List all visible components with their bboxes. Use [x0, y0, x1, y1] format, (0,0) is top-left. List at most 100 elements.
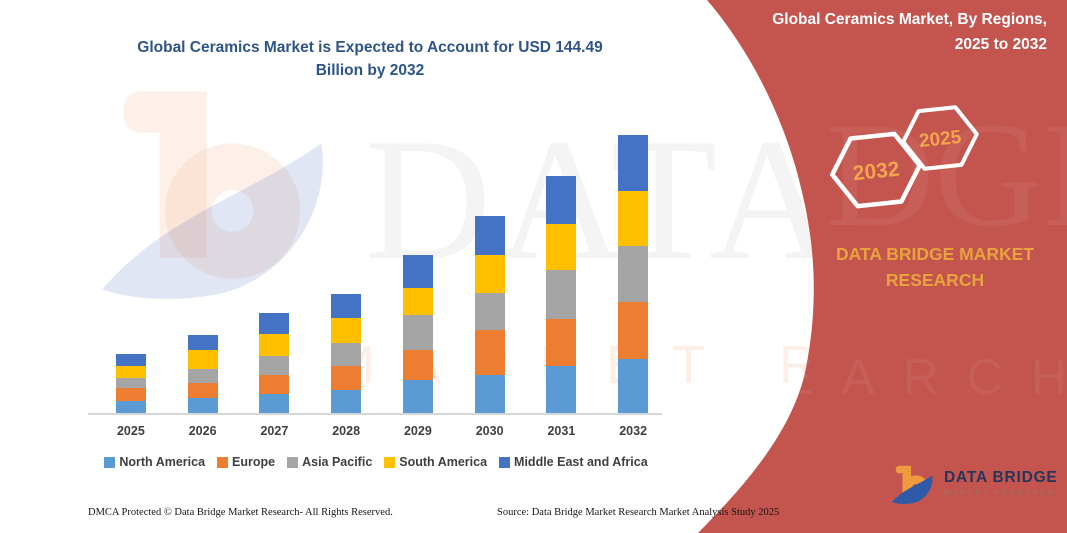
stacked-bar-2026: [187, 335, 218, 413]
bar-segment-2032-europe: [618, 301, 649, 360]
legend-label-asia-pacific: Asia Pacific: [302, 455, 373, 469]
bar-segment-2030-middle-east-and-africa: [474, 215, 505, 255]
bar-columns: [95, 133, 669, 413]
bar-column-2026: [167, 133, 239, 413]
stacked-bar-2027: [259, 312, 290, 413]
bar-segment-2028-asia-pacific: [331, 342, 362, 366]
bar-segment-2028-north-america: [331, 389, 362, 413]
bar-segment-2026-north-america: [187, 397, 218, 413]
bar-segment-2026-asia-pacific: [187, 368, 218, 384]
sidebar-title-line-2: 2025 to 2032: [954, 35, 1047, 53]
bar-segment-2027-north-america: [259, 393, 290, 413]
bar-segment-2027-europe: [259, 374, 290, 394]
bar-segment-2027-middle-east-and-africa: [259, 312, 290, 334]
year-badges: 2032 2025: [829, 105, 979, 209]
legend-marker-asia-pacific: [287, 456, 299, 468]
legend-item-middle-east-and-africa: Middle East and Africa: [499, 455, 648, 469]
x-axis-label-2030: 2030: [475, 424, 504, 438]
legend-label-north-america: North America: [119, 455, 206, 469]
chart-title-line-2: Billion by 2032: [315, 62, 425, 80]
bar-column-2027: [239, 133, 311, 413]
footer-copyright: DMCA Protected © Data Bridge Market Rese…: [88, 507, 393, 518]
company-logo-icon: [891, 465, 933, 504]
bar-segment-2031-asia-pacific: [546, 270, 577, 319]
bar-segment-2032-north-america: [618, 359, 649, 413]
bar-segment-2031-middle-east-and-africa: [546, 175, 577, 225]
bar-segment-2029-middle-east-and-africa: [402, 255, 433, 288]
x-axis-label-2027: 2027: [260, 424, 289, 438]
badge-2032-label: 2032: [852, 158, 901, 186]
x-axis-labels: 2025 2026 2027 2028 2029 2030 2031 2032: [95, 424, 669, 438]
bar-segment-2031-south-america: [546, 224, 577, 271]
stacked-bar-2031: [546, 175, 577, 413]
stacked-bar-2028: [331, 293, 362, 413]
sidebar-title-line-1: Global Ceramics Market, By Regions,: [772, 11, 1047, 28]
legend-item-europe: Europe: [217, 455, 275, 469]
bar-segment-2025-middle-east-and-africa: [115, 354, 146, 367]
stacked-bar-2025: [115, 354, 146, 413]
legend-marker-europe: [217, 456, 229, 468]
bar-segment-2028-south-america: [331, 317, 362, 343]
bar-segment-2030-south-america: [474, 254, 505, 294]
stacked-bar-2030: [474, 215, 505, 413]
bar-segment-2025-asia-pacific: [115, 377, 146, 388]
x-axis-label-2028: 2028: [332, 424, 361, 438]
bar-column-2031: [526, 133, 598, 413]
badge-2025-label: 2025: [918, 127, 963, 152]
bar-column-2029: [382, 133, 454, 413]
chart-title-line-1: Global Ceramics Market is Expected to Ac…: [137, 39, 603, 56]
x-axis-label-2032: 2032: [619, 424, 648, 438]
bar-segment-2025-europe: [115, 387, 146, 402]
bar-column-2025: [95, 133, 167, 413]
bar-segment-2025-north-america: [115, 401, 146, 413]
sidebar-brand-line-2: RESEARCH: [885, 270, 985, 291]
bar-column-2030: [454, 133, 526, 413]
bar-segment-2030-asia-pacific: [474, 293, 505, 330]
bar-segment-2032-south-america: [618, 190, 649, 246]
legend-item-asia-pacific: Asia Pacific: [287, 455, 372, 469]
company-logo-wordmark: DATA BRIDGE MARKET RESEARCH: [944, 469, 1058, 497]
legend-label-middle-east-and-africa: Middle East and Africa: [514, 455, 648, 469]
bar-segment-2026-middle-east-and-africa: [187, 335, 218, 351]
stacked-bar-2032: [618, 134, 649, 413]
bar-segment-2029-europe: [402, 349, 433, 380]
legend-label-europe: Europe: [232, 455, 276, 469]
hexagon-badge-2032: 2032: [829, 131, 923, 209]
bar-column-2032: [597, 133, 669, 413]
x-axis-label-2029: 2029: [403, 424, 432, 438]
hexagon-badge-2025: 2025: [901, 105, 979, 171]
chart-legend: North America Europe Asia Pacific South Ame…: [85, 455, 667, 469]
stacked-bar-2029: [402, 255, 433, 413]
legend-marker-south-america: [384, 456, 396, 468]
bar-segment-2029-south-america: [402, 287, 433, 315]
chart-title: Global Ceramics Market is Expected to Ac…: [100, 36, 640, 83]
legend-marker-middle-east-and-africa: [499, 456, 511, 468]
bar-segment-2029-asia-pacific: [402, 314, 433, 350]
bar-segment-2029-north-america: [402, 379, 433, 413]
bar-segment-2030-north-america: [474, 374, 505, 413]
x-axis-line: [88, 413, 662, 415]
bar-segment-2030-europe: [474, 329, 505, 375]
bar-segment-2026-south-america: [187, 350, 218, 369]
company-logo: DATA BRIDGE MARKET RESEARCH: [890, 460, 1058, 506]
bar-column-2028: [310, 133, 382, 413]
bar-segment-2028-middle-east-and-africa: [331, 293, 362, 318]
bar-segment-2027-south-america: [259, 333, 290, 356]
legend-marker-north-america: [104, 456, 116, 468]
legend-item-north-america: North America: [104, 455, 205, 469]
legend-label-south-america: South America: [399, 455, 488, 469]
x-axis-label-2026: 2026: [188, 424, 217, 438]
x-axis-label-2025: 2025: [116, 424, 145, 438]
sidebar-brand-line-1: DATA BRIDGE MARKET: [836, 244, 1034, 264]
bar-segment-2025-south-america: [115, 366, 146, 378]
sidebar-brand-text: DATA BRIDGE MARKET RESEARCH: [806, 241, 1064, 294]
bar-segment-2026-europe: [187, 383, 218, 398]
legend-item-south-america: South America: [384, 455, 487, 469]
sidebar-title: Global Ceramics Market, By Regions, 2025…: [717, 8, 1047, 58]
bar-segment-2031-north-america: [546, 366, 577, 413]
company-logo-name: DATA BRIDGE: [944, 469, 1058, 486]
footer-source: Source: Data Bridge Market Research Mark…: [497, 507, 780, 518]
bar-segment-2027-asia-pacific: [259, 355, 290, 375]
bar-segment-2032-asia-pacific: [618, 245, 649, 302]
